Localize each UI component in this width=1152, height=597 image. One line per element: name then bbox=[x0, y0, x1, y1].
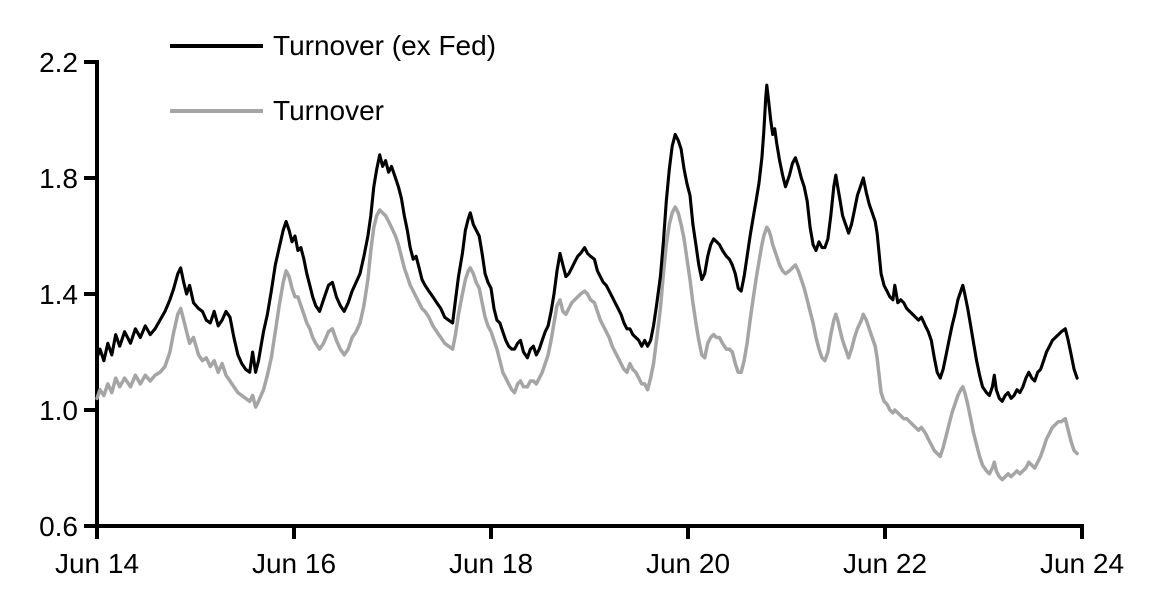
x-tick-label: Jun 24 bbox=[1040, 548, 1124, 579]
legend-label-turnover: Turnover bbox=[273, 95, 385, 126]
x-tick-label: Jun 22 bbox=[843, 548, 927, 579]
x-tick-label: Jun 18 bbox=[449, 548, 533, 579]
y-tick-label: 1.4 bbox=[39, 279, 78, 310]
chart-legend: Turnover (ex Fed) Turnover bbox=[170, 28, 496, 158]
y-tick-label: 2.2 bbox=[39, 47, 78, 78]
x-tick-label: Jun 20 bbox=[646, 548, 730, 579]
x-tick-label: Jun 14 bbox=[55, 548, 139, 579]
legend-swatch-gray-line bbox=[170, 109, 263, 113]
legend-item-turnover: Turnover bbox=[170, 93, 496, 129]
legend-item-turnover-ex-fed: Turnover (ex Fed) bbox=[170, 28, 496, 64]
y-tick-label: 1.8 bbox=[39, 163, 78, 194]
y-tick-label: 0.6 bbox=[39, 511, 78, 542]
series-line-turnover-ex-fed bbox=[95, 83, 1079, 403]
legend-swatch-black-line bbox=[170, 44, 263, 48]
y-tick-label: 1.0 bbox=[39, 395, 78, 426]
legend-label-turnover-ex-fed: Turnover (ex Fed) bbox=[273, 30, 497, 61]
x-tick-label: Jun 16 bbox=[252, 548, 336, 579]
series-line-turnover bbox=[95, 205, 1079, 482]
